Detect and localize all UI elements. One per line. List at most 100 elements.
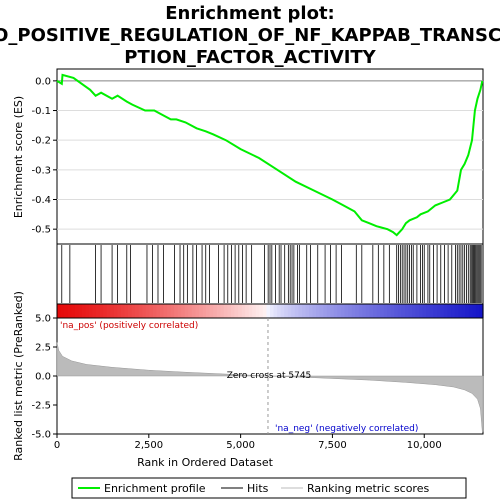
ranking-metric-area <box>56 342 484 432</box>
gradient-bar-segment <box>355 304 360 318</box>
gradient-bar-segment <box>479 304 484 318</box>
gradient-bar-segment <box>330 304 335 318</box>
gradient-bar-segment <box>319 304 324 318</box>
gradient-bar-segment <box>412 304 417 318</box>
gradient-bar-segment <box>291 304 296 318</box>
gradient-bar-segment <box>117 304 122 318</box>
gradient-bar-segment <box>394 304 399 318</box>
negative-correlation-label: 'na_neg' (negatively correlated) <box>275 424 418 434</box>
gradient-bar-segment <box>429 304 434 318</box>
gradient-bar-segment <box>184 304 189 318</box>
gradient-bar-segment <box>128 304 133 318</box>
es-y-tick-label: -0.1 <box>31 106 51 117</box>
legend-ranking-metric-label: Ranking metric scores <box>307 482 429 495</box>
gradient-bar-segment <box>106 304 111 318</box>
gradient-bar-segment <box>152 304 157 318</box>
gradient-bar-segment <box>209 304 214 318</box>
gradient-bar-segment <box>259 304 264 318</box>
gradient-bar-segment <box>138 304 143 318</box>
gradient-bar-segment <box>305 304 310 318</box>
gradient-bar-segment <box>238 304 243 318</box>
gradient-bar-segment <box>365 304 370 318</box>
gradient-bar-segment <box>287 304 292 318</box>
metric-y-tick-label: 0.0 <box>35 372 51 383</box>
gradient-bar-segment <box>454 304 459 318</box>
metric-y-tick-label: -2.5 <box>31 401 51 412</box>
gradient-bar-segment <box>433 304 438 318</box>
gradient-bar-segment <box>64 304 69 318</box>
gradient-bar-segment <box>216 304 221 318</box>
legend-enrichment-profile-label: Enrichment profile <box>104 482 206 495</box>
gradient-bar-segment <box>362 304 367 318</box>
gradient-bar-segment <box>458 304 463 318</box>
gradient-bar-segment <box>443 304 449 318</box>
gradient-bar-segment <box>404 304 410 318</box>
x-tick-label: 10,000 <box>407 440 442 451</box>
gradient-bar-segment <box>447 304 452 318</box>
gradient-bar-segment <box>309 304 314 318</box>
gradient-bar-segment <box>223 304 228 318</box>
enrichment-profile-line <box>56 73 484 237</box>
gradient-bar-segment <box>234 304 239 318</box>
es-y-tick-label: -0.4 <box>31 195 51 206</box>
gradient-bar-segment <box>241 304 246 318</box>
gradient-bar-segment <box>110 304 115 318</box>
gradient-bar-segment <box>380 304 385 318</box>
gradient-bar-segment <box>436 304 441 318</box>
gradient-bar-segment <box>426 304 431 318</box>
x-tick-label: 2,500 <box>134 440 163 451</box>
gradient-bar-segment <box>419 304 424 318</box>
gradient-bar-segment <box>195 304 200 318</box>
gradient-bar-segment <box>284 304 289 318</box>
gradient-bar-segment <box>177 304 182 318</box>
gradient-bar-segment <box>74 304 79 318</box>
es-panel-frame <box>56 68 484 245</box>
gradient-bar-segment <box>181 304 186 318</box>
gradient-bar-segment <box>383 304 388 318</box>
gradient-bar-segment <box>262 304 268 318</box>
gradient-bar-segment <box>170 304 175 318</box>
gradient-bar-segment <box>245 304 250 318</box>
gradient-bar-segment <box>390 304 395 318</box>
gradient-bar-segment <box>277 304 282 318</box>
gradient-bar-segment <box>92 304 97 318</box>
gradient-bar-segment <box>135 304 140 318</box>
gradient-bar-segment <box>227 304 232 318</box>
gradient-bar-segment <box>202 304 207 318</box>
x-tick-label: 7,500 <box>318 440 347 451</box>
gradient-bar-segment <box>266 304 271 318</box>
gradient-bar-segment <box>149 304 154 318</box>
gradient-bar-segment <box>294 304 299 318</box>
positive-correlation-label: 'na_pos' (positively correlated) <box>60 321 198 331</box>
gradient-bar-segment <box>337 304 342 318</box>
gradient-bar-segment <box>167 304 172 318</box>
gradient-bar-segment <box>81 304 86 318</box>
gradient-bar-segment <box>475 304 481 318</box>
gradient-bar-segment <box>280 304 285 318</box>
gradient-bar-segment <box>213 304 218 318</box>
gradient-bar-segment <box>369 304 374 318</box>
gradient-bar-segment <box>145 304 150 318</box>
metric-y-tick-label: 5.0 <box>35 314 51 325</box>
legend-box <box>71 477 467 499</box>
gradient-bar-segment <box>422 304 427 318</box>
gradient-bar-segment <box>397 304 402 318</box>
metric-y-axis-label: Ranked list metric (PreRanked) <box>12 291 25 461</box>
chart-title-line-1: Enrichment plot: <box>165 3 335 24</box>
es-y-tick-label: -0.2 <box>31 136 51 147</box>
gradient-bar-segment <box>248 304 253 318</box>
zero-cross-label: Zero cross at 5745 <box>227 371 312 381</box>
gradient-bar-segment <box>156 304 161 318</box>
gradient-bar-segment <box>372 304 378 318</box>
chart-title-line-3: PTION_FACTOR_ACTIVITY <box>124 47 376 68</box>
gradient-bar-segment <box>124 304 129 318</box>
gradient-bar-segment <box>341 304 346 318</box>
legend-hits-label: Hits <box>247 482 269 495</box>
gradient-bar-segment <box>465 304 470 318</box>
gradient-bar-segment <box>358 304 363 318</box>
gradient-bar-segment <box>96 304 101 318</box>
gradient-bar-segment <box>113 304 118 318</box>
gradient-bar-segment <box>298 304 303 318</box>
gradient-bar-segment <box>230 304 236 318</box>
